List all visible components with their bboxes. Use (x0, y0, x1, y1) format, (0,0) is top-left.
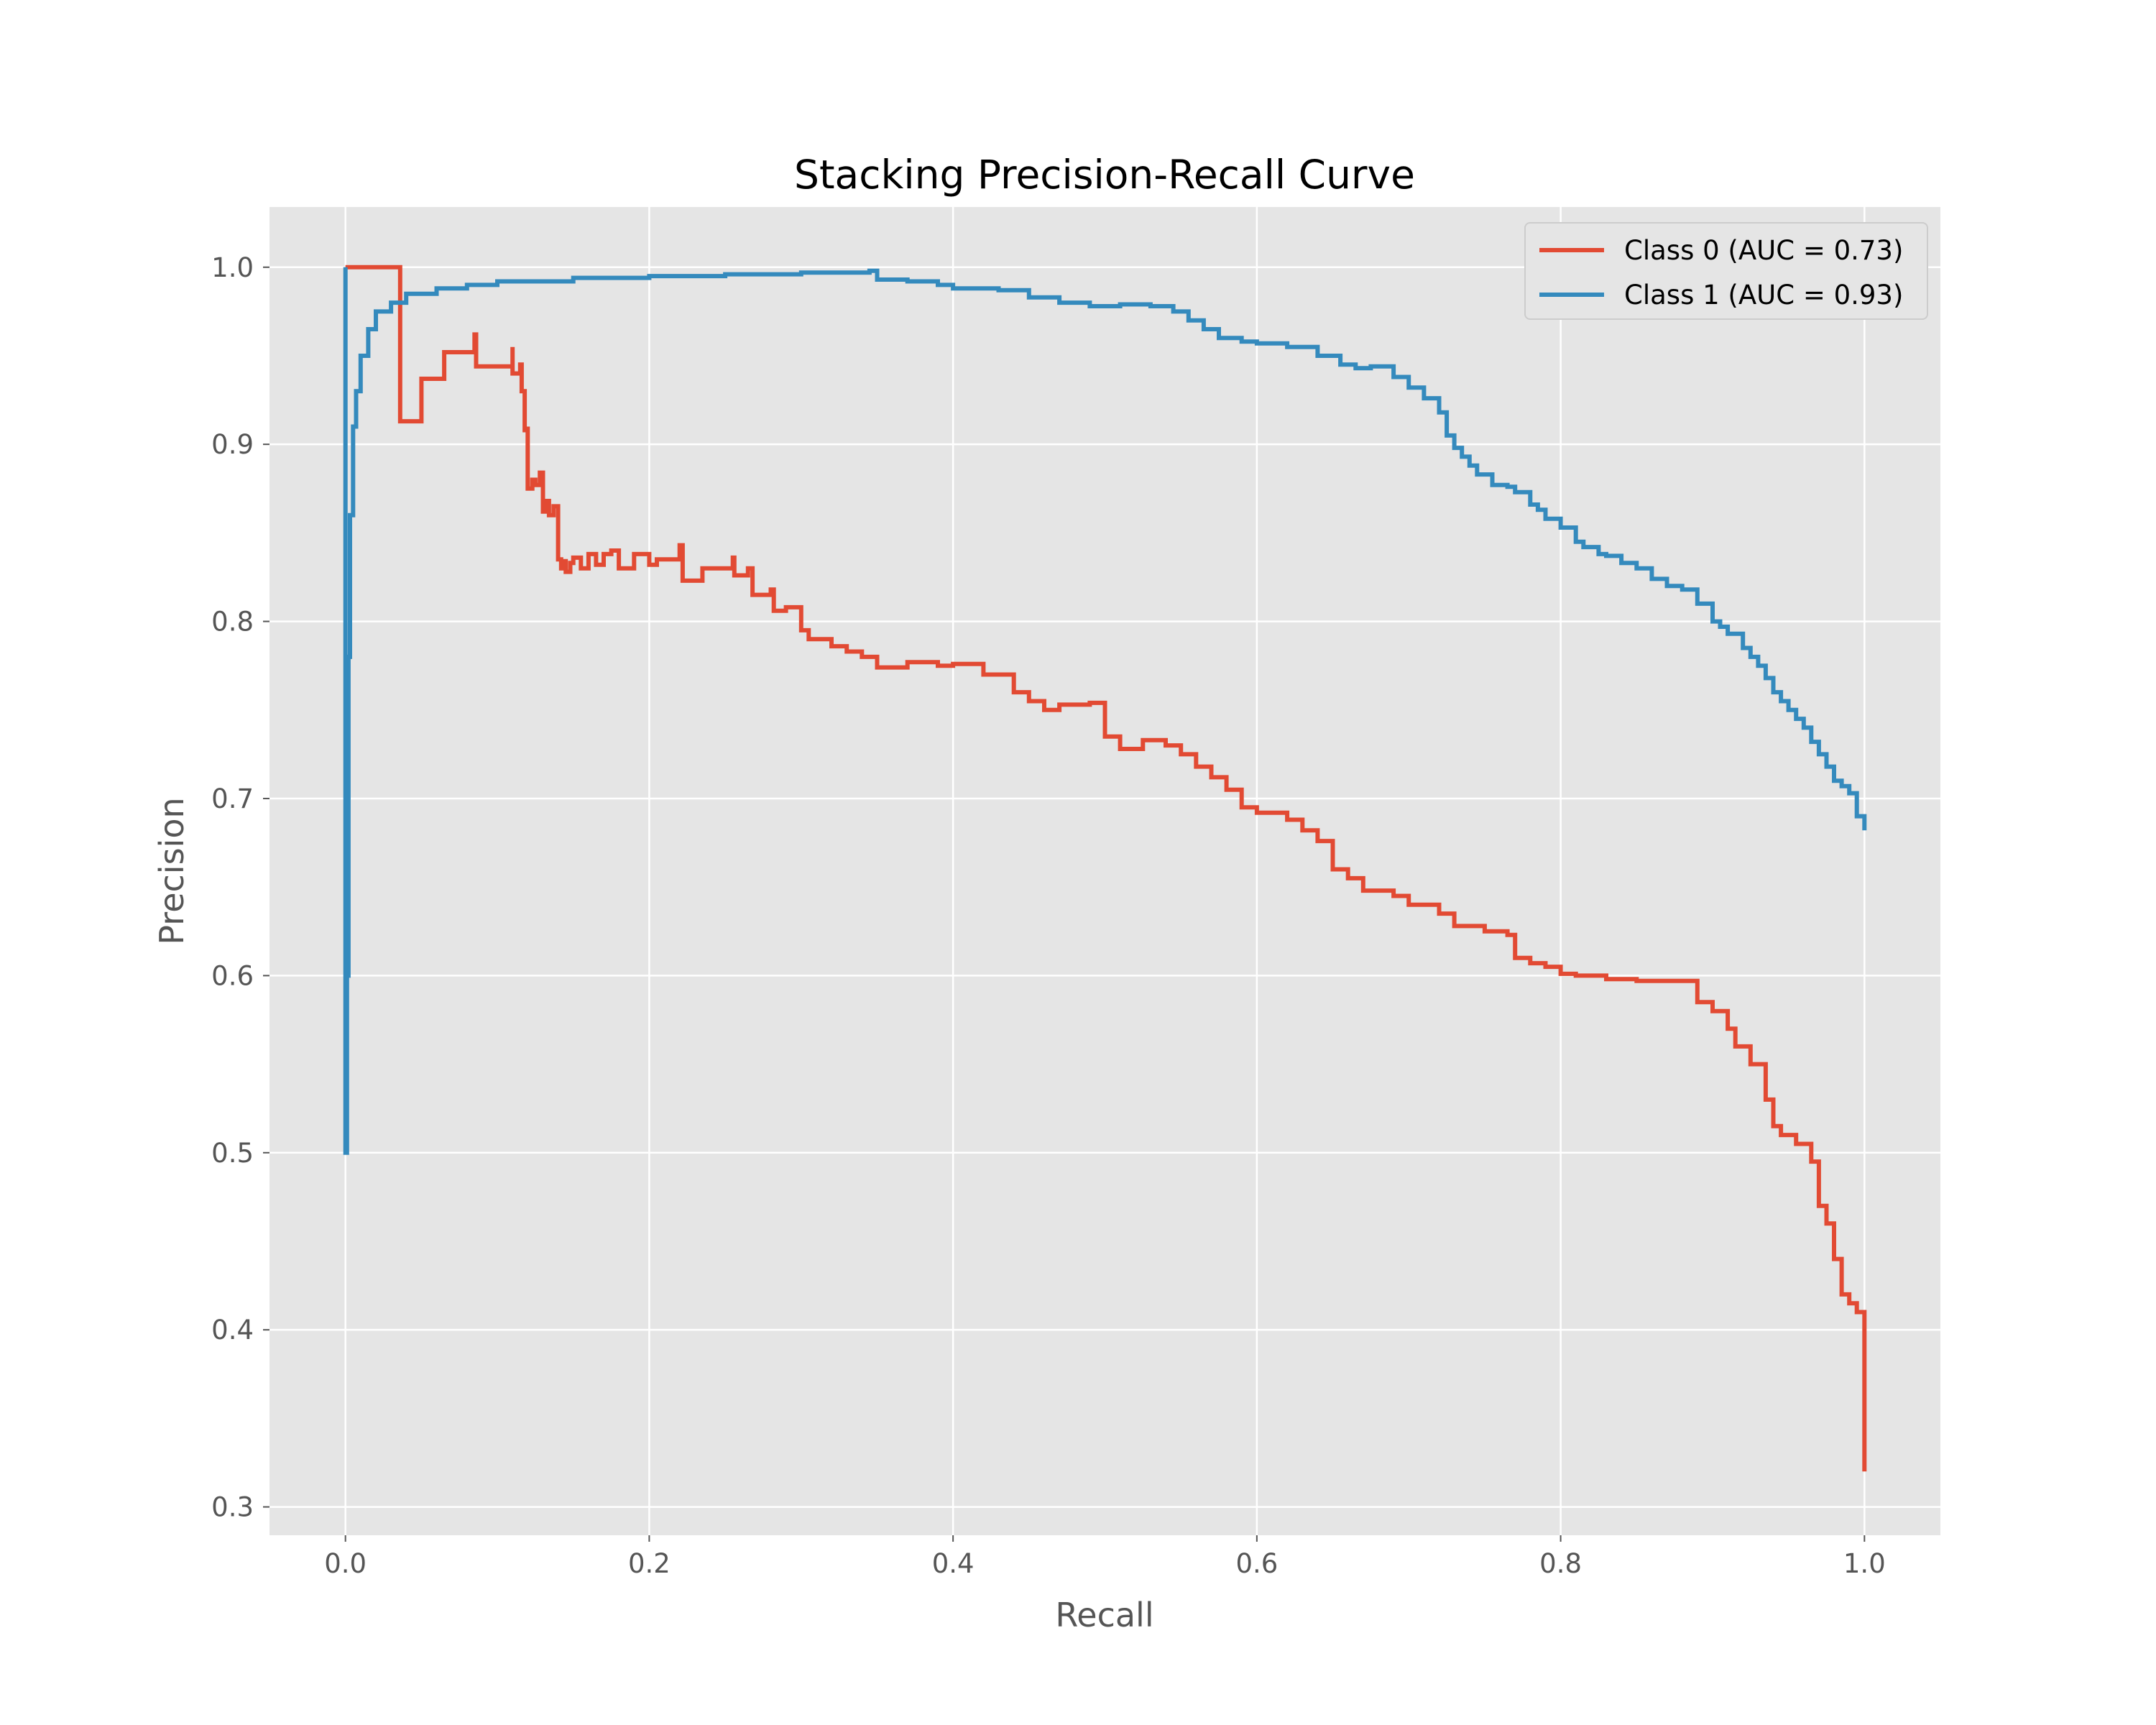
legend-label: Class 1 (AUC = 0.93) (1624, 280, 1903, 310)
legend: Class 0 (AUC = 0.73) Class 1 (AUC = 0.93) (1524, 222, 1928, 320)
plot-background (270, 207, 1940, 1535)
y-tick-label: 0.8 (211, 607, 254, 638)
x-tick-label: 1.0 (1843, 1548, 1886, 1579)
chart-title: Stacking Precision-Recall Curve (794, 152, 1415, 198)
x-tick-label: 0.6 (1235, 1548, 1278, 1579)
x-tick-label: 0.4 (932, 1548, 975, 1579)
series-line-class-1 (343, 267, 1867, 1155)
x-axis-ticks: 0.0 0.2 0.4 0.6 0.8 1.0 (324, 1535, 1886, 1579)
x-axis-label: Recall (1055, 1596, 1153, 1634)
y-axis-ticks: 0.3 0.4 0.5 0.6 0.7 0.8 0.9 1.0 (211, 252, 270, 1523)
y-tick-label: 0.3 (211, 1492, 254, 1523)
series-line-class-0 (345, 264, 1867, 1472)
series-lines (343, 264, 1867, 1472)
y-tick-label: 0.9 (211, 429, 254, 460)
y-axis-label: Precision (152, 797, 191, 944)
x-tick-label: 0.2 (628, 1548, 671, 1579)
legend-label: Class 0 (AUC = 0.73) (1624, 235, 1903, 266)
x-tick-label: 0.8 (1539, 1548, 1582, 1579)
y-tick-label: 0.7 (211, 783, 254, 814)
y-tick-label: 0.6 (211, 960, 254, 991)
x-tick-label: 0.0 (324, 1548, 367, 1579)
y-tick-label: 0.4 (211, 1315, 254, 1346)
legend-box (1524, 222, 1928, 320)
y-tick-label: 0.5 (211, 1138, 254, 1169)
y-tick-label: 1.0 (211, 252, 254, 283)
